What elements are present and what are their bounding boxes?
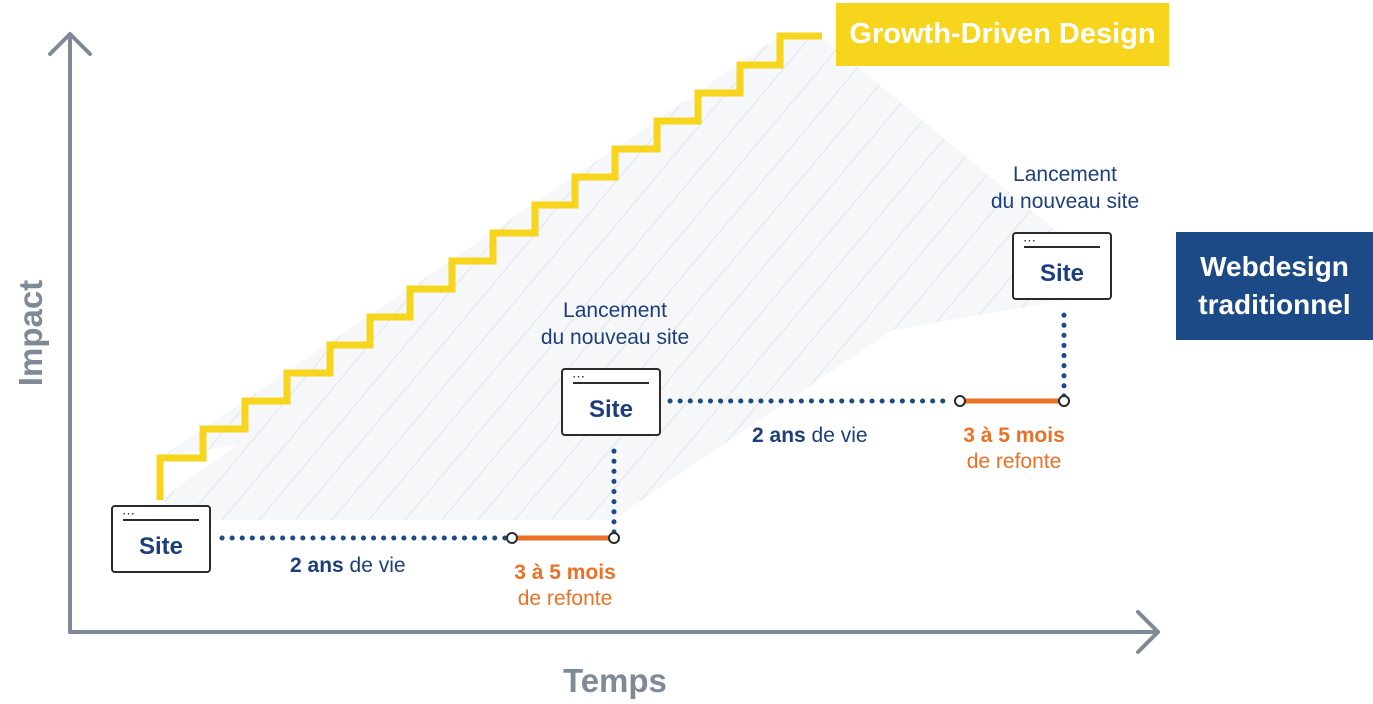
traditional-label-line2: traditionnel	[1198, 289, 1351, 320]
lifespan-lines	[219, 303, 1067, 541]
window-dots-icon: ⋯	[572, 369, 585, 384]
redesign-rest: de refonte	[966, 450, 1062, 473]
lifespan-rest: de vie	[349, 554, 406, 577]
site-box-label: Site	[1039, 260, 1084, 287]
redesign-endpoints	[506, 395, 1070, 544]
lifespan-label-1: 2 ans de vie	[290, 554, 406, 578]
launch-note-line1: Lancement	[1013, 163, 1117, 186]
growth-driven-design-label: Growth-Driven Design	[849, 18, 1156, 50]
x-axis-title: Temps	[563, 662, 667, 699]
redesign-rest: de refonte	[517, 587, 613, 610]
lifespan-label-2: 2 ans de vie	[752, 424, 868, 448]
launch-note-line1: Lancement	[563, 299, 667, 322]
window-dots-icon: ⋯	[1023, 233, 1036, 248]
site-box-2: ⋯ Site	[561, 368, 661, 436]
redesign-bold: 3 à 5 mois	[963, 424, 1065, 447]
y-axis-title: Impact	[12, 279, 49, 387]
lifespan-bold: 2 ans	[752, 424, 806, 447]
growth-area-fill	[162, 36, 1040, 520]
growth-driven-design-badge: Growth-Driven Design	[836, 3, 1169, 66]
window-bar	[123, 519, 199, 521]
launch-note-1: Lancement du nouveau site	[515, 297, 715, 351]
launch-note-line2: du nouveau site	[540, 326, 690, 349]
redesign-segments	[512, 398, 1064, 541]
launch-note-line2: du nouveau site	[990, 190, 1140, 213]
axes	[48, 32, 1160, 654]
site-box-1: ⋯ Site	[111, 505, 211, 573]
growth-staircase	[156, 32, 822, 500]
window-bar	[1024, 246, 1100, 248]
site-box-label: Site	[138, 533, 183, 560]
lifespan-bold: 2 ans	[290, 554, 344, 577]
redesign-label-2: 3 à 5 mois de refonte	[944, 423, 1084, 475]
launch-note-2: Lancement du nouveau site	[965, 161, 1165, 215]
site-box-3: ⋯ Site	[1012, 232, 1112, 300]
traditional-webdesign-badge: Webdesign traditionnel	[1176, 232, 1373, 340]
site-box-label: Site	[588, 396, 633, 423]
lifespan-rest: de vie	[811, 424, 868, 447]
window-bar	[573, 382, 649, 384]
redesign-label-1: 3 à 5 mois de refonte	[495, 560, 635, 612]
redesign-bold: 3 à 5 mois	[514, 561, 616, 584]
window-dots-icon: ⋯	[122, 506, 135, 521]
traditional-label-line1: Webdesign	[1200, 251, 1349, 282]
